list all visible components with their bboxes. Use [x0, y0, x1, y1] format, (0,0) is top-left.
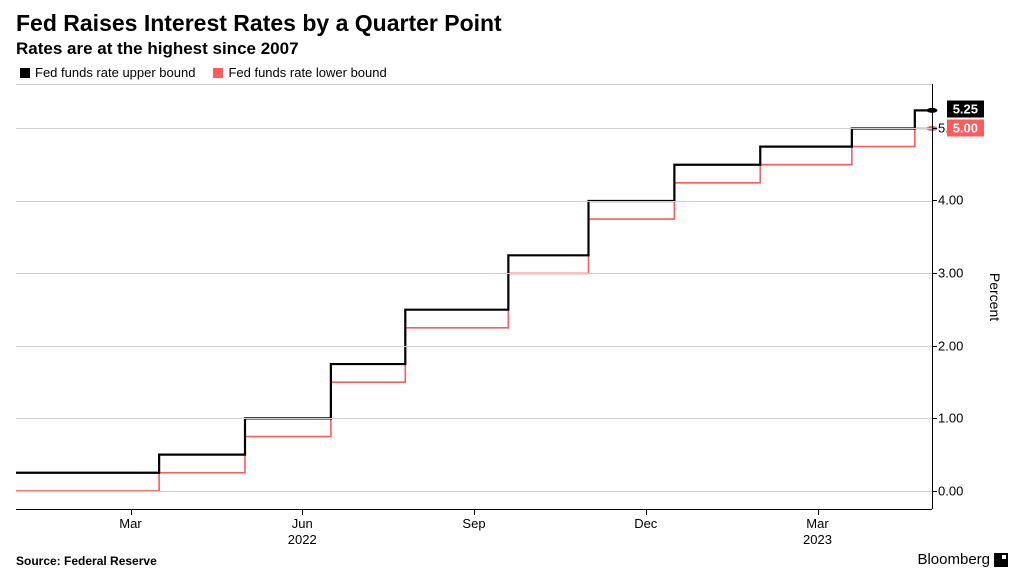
step-lines-svg	[16, 85, 932, 509]
legend-item-upper: Fed funds rate upper bound	[20, 65, 195, 80]
x-axis-spacer-2	[982, 509, 1008, 547]
x-year-label: 2022	[288, 532, 317, 547]
x-tick-label: Sep	[462, 516, 485, 531]
legend: Fed funds rate upper bound Fed funds rat…	[16, 65, 1008, 80]
y-tick-mark	[932, 346, 937, 347]
legend-label-upper: Fed funds rate upper bound	[35, 65, 195, 80]
x-tick-mark	[302, 510, 303, 515]
y-tick-label: 3.00	[938, 265, 963, 280]
brand-text: Bloomberg	[917, 551, 990, 568]
brand: Bloomberg	[917, 551, 1008, 568]
y-tick-label: 2.00	[938, 338, 963, 353]
y-axis-title-container: Percent	[982, 84, 1008, 509]
x-tick-label: Mar	[119, 516, 141, 531]
x-tick-label: Jun	[292, 516, 313, 531]
x-tick-mark	[818, 510, 819, 515]
x-tick-label: Mar	[806, 516, 828, 531]
grid-line	[16, 491, 932, 492]
x-tick-mark	[131, 510, 132, 515]
grid-line	[16, 201, 932, 202]
grid-line	[16, 273, 932, 274]
source-text: Source: Federal Reserve	[16, 554, 157, 568]
upper-end-label: 5.25	[947, 101, 984, 118]
y-tick-mark	[932, 491, 937, 492]
grid-line	[16, 346, 932, 347]
legend-swatch-upper	[20, 68, 30, 78]
x-axis-spacer-1	[932, 509, 982, 547]
brand-icon	[994, 553, 1008, 567]
chart-title: Fed Raises Interest Rates by a Quarter P…	[16, 10, 1008, 37]
y-tick-mark	[932, 273, 937, 274]
footer: Source: Federal Reserve Bloomberg	[16, 547, 1008, 568]
lower-end-label: 5.00	[947, 119, 984, 136]
y-tick-mark	[932, 200, 937, 201]
x-year-label: 2023	[803, 532, 832, 547]
y-tick-mark	[932, 418, 937, 419]
y-tick-label: 4.00	[938, 193, 963, 208]
legend-swatch-lower	[213, 68, 223, 78]
plot-area	[16, 84, 932, 509]
x-axis: Mar Jun Sep Dec Mar 2022 2023	[16, 509, 1008, 547]
x-tick-label: Dec	[634, 516, 657, 531]
chart-area: 0.001.002.003.004.005.005.005.25 Percent	[16, 84, 1008, 509]
y-tick-label: 0.00	[938, 483, 963, 498]
x-axis-plot: Mar Jun Sep Dec Mar 2022 2023	[16, 509, 932, 547]
y-axis: 0.001.002.003.004.005.005.005.25	[932, 84, 982, 509]
grid-line	[16, 418, 932, 419]
y-tick-mark	[932, 128, 937, 129]
x-tick-mark	[474, 510, 475, 515]
legend-label-lower: Fed funds rate lower bound	[228, 65, 386, 80]
y-tick-label: 1.00	[938, 411, 963, 426]
grid-line	[16, 128, 932, 129]
y-axis-line	[932, 84, 933, 509]
chart-subtitle: Rates are at the highest since 2007	[16, 39, 1008, 59]
x-tick-mark	[646, 510, 647, 515]
legend-item-lower: Fed funds rate lower bound	[213, 65, 386, 80]
y-axis-title: Percent	[987, 272, 1003, 320]
